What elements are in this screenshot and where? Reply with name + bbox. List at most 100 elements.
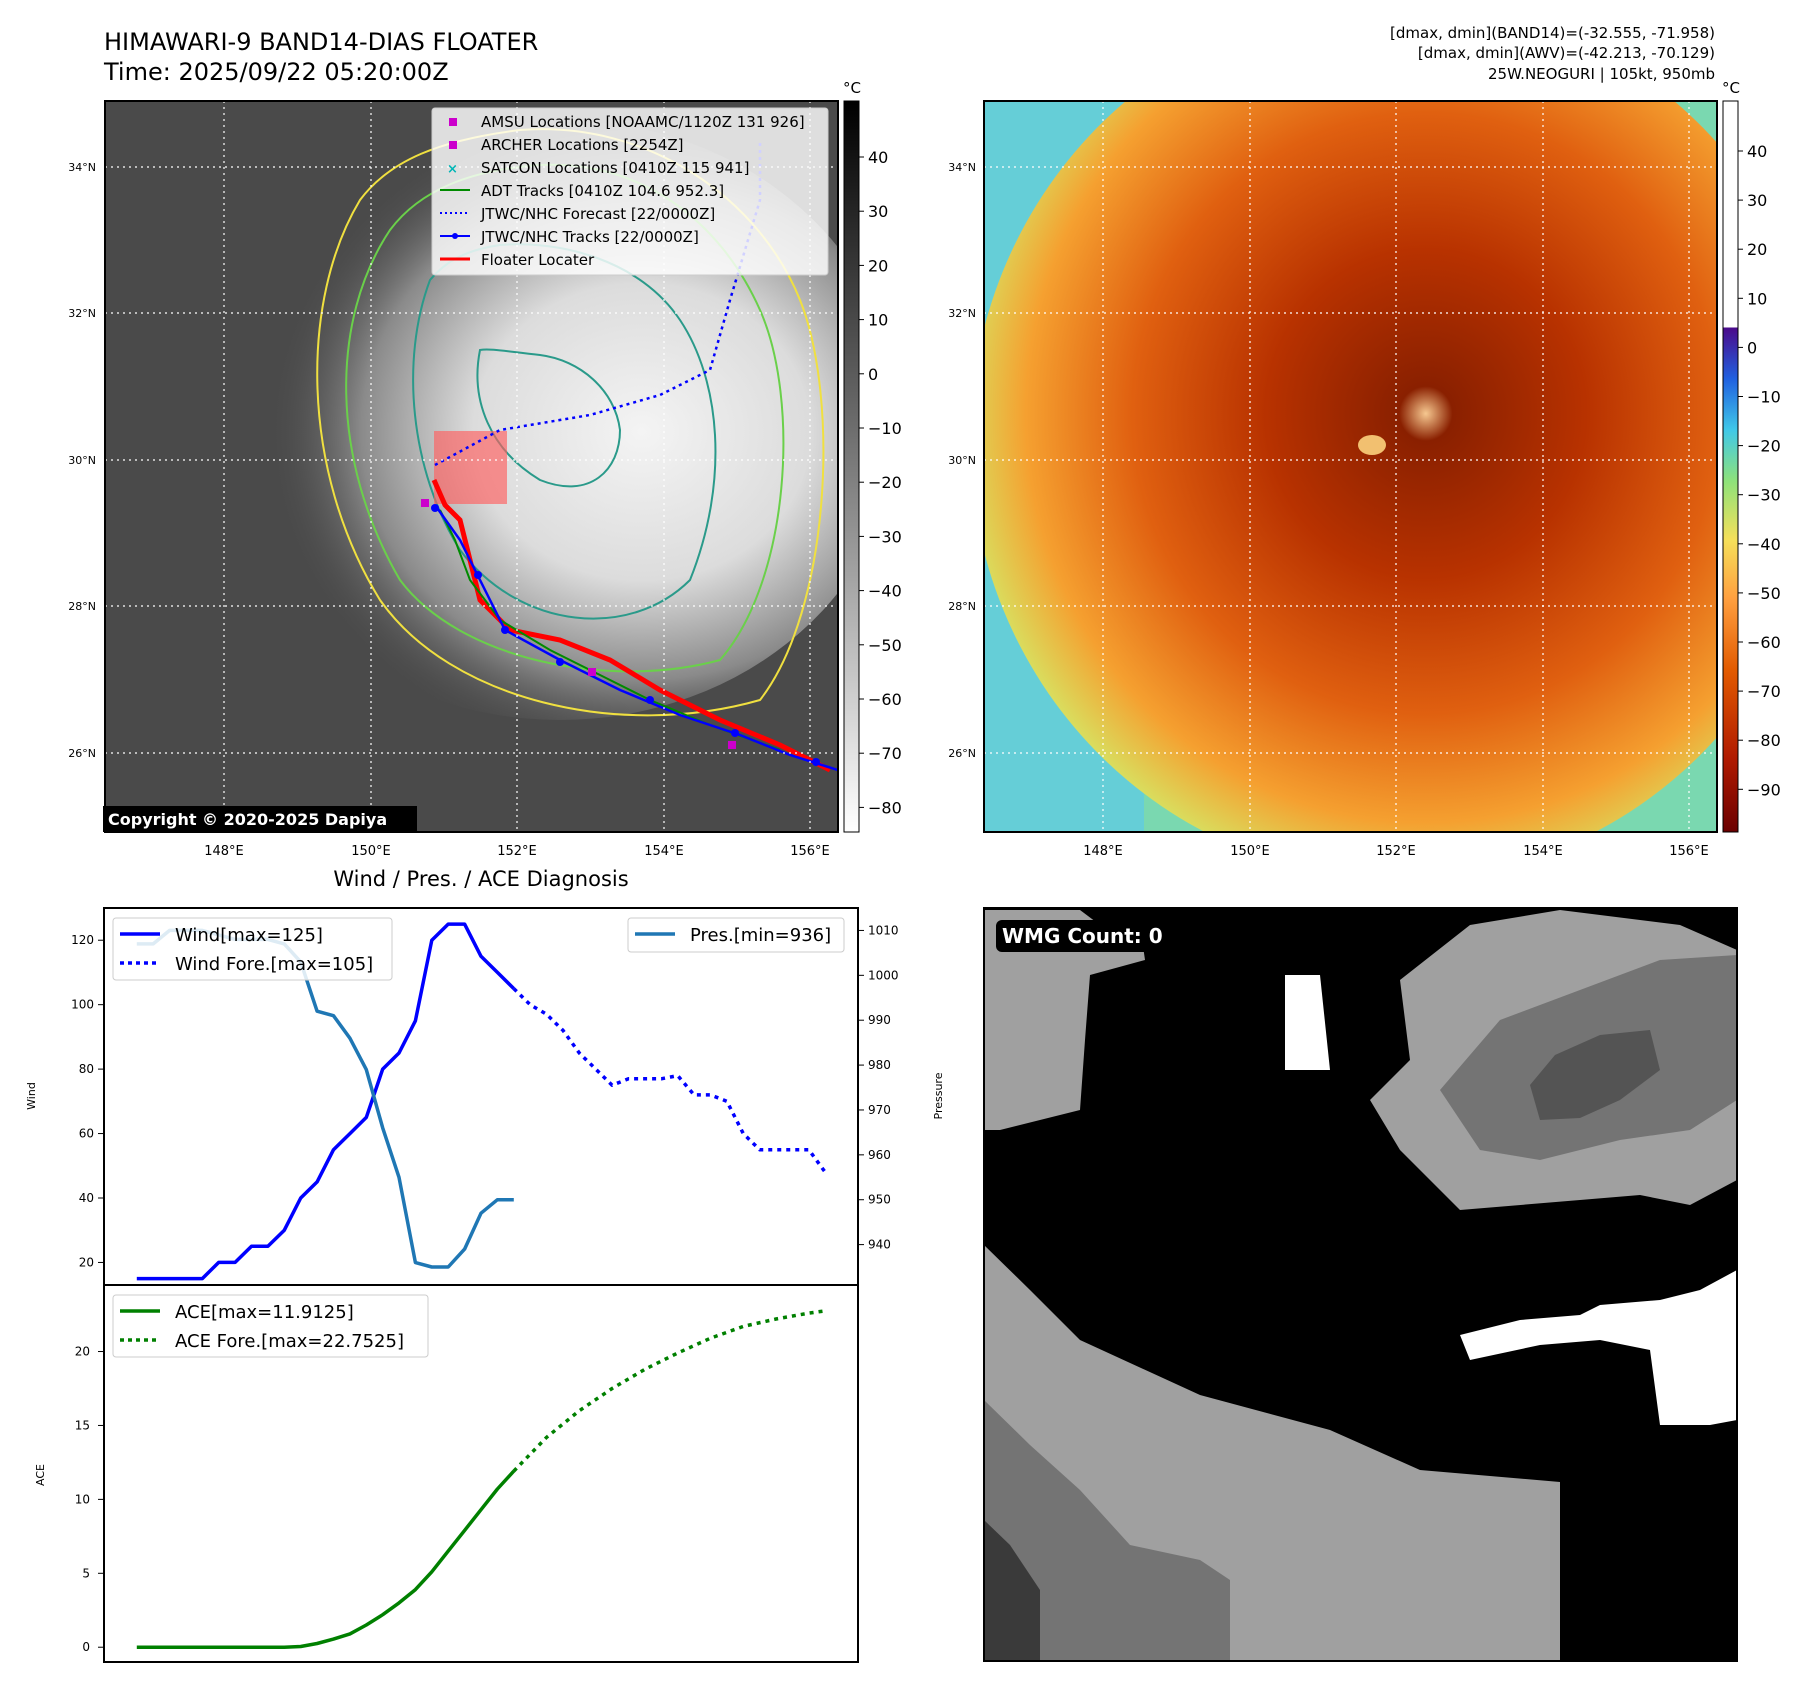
colorbar-tick-label: −20 (868, 473, 902, 492)
lat-label: 34°N (948, 161, 976, 174)
floater-box (434, 431, 507, 504)
colorbar-tick-label: −50 (868, 636, 902, 655)
wind-ytick-label: 60 (79, 1127, 94, 1141)
ir-frame (104, 100, 839, 833)
figure-title: HIMAWARI-9 BAND14-DIAS FLOATER (104, 28, 538, 56)
wmg-count-label: WMG Count: 0 (1002, 924, 1163, 948)
legend-amsu: AMSU Locations [NOAAMC/1120Z 131 926] (481, 113, 805, 131)
colorbar-tick-label: 0 (868, 365, 878, 384)
wmg-panel: WMG Count: 0 (983, 907, 1738, 1662)
lat-label: 28°N (948, 600, 976, 613)
lon-label: 152°E (1376, 844, 1416, 859)
pressure-ytick-label: 1000 (868, 968, 899, 982)
wv-colorbar-gradient (1722, 100, 1739, 833)
track-point (431, 504, 439, 512)
lon-label: 148°E (204, 844, 244, 859)
wv-eye (1358, 435, 1386, 455)
copyright-text: Copyright © 2020-2025 Dapiya (108, 810, 387, 829)
wind-ylabel: Wind (25, 1082, 38, 1110)
ace-ylabel: ACE (34, 1464, 47, 1486)
colorbar-tick-label: 20 (1747, 240, 1767, 259)
track-point (812, 758, 820, 766)
wind-ytick-label: 120 (71, 933, 94, 947)
wv-frame (983, 100, 1718, 833)
colorbar-tick-label: 10 (868, 311, 888, 330)
wmg-region-darkest (984, 1520, 1040, 1661)
lon-label: 148°E (1083, 844, 1123, 859)
colorbar-tick-label: −90 (1747, 780, 1781, 799)
ace-legend: ACE[max=11.9125] ACE Fore.[max=22.7525] (112, 1294, 429, 1358)
legend-satcon: SATCON Locations [0410Z 115 941] (481, 159, 749, 177)
figure-time: Time: 2025/09/22 05:20:00Z (103, 58, 449, 86)
colorbar-tick-label: 40 (1747, 142, 1767, 161)
pressure-ytick-label: 950 (868, 1193, 891, 1207)
track-point (556, 658, 564, 666)
track-point (646, 696, 654, 704)
legend-tracks-dot (452, 233, 458, 239)
colorbar-tick-label: −30 (868, 527, 902, 546)
amsu-marker (588, 668, 596, 676)
colorbar-tick-label: 20 (868, 256, 888, 275)
wind-series-line (136, 922, 516, 1281)
legend-pres: Pres.[min=936] (690, 925, 831, 946)
lat-label: 34°N (68, 161, 96, 174)
ace-forecast-line (512, 1309, 826, 1473)
pres-legend-box (627, 917, 845, 953)
pressure-ytick-label: 990 (868, 1013, 891, 1027)
colorbar-tick-label: 30 (868, 202, 888, 221)
colorbar-tick-label: −80 (868, 798, 902, 817)
colorbar-tick-label: 0 (1747, 338, 1757, 357)
colorbar-tick-label: −40 (868, 582, 902, 601)
lat-label: 28°N (68, 600, 96, 613)
wv-colorbar-unit: °C (1722, 79, 1740, 97)
wv-storm-moisture (984, 101, 1717, 832)
amsu-marker (728, 741, 736, 749)
wv-colorbar: °C 40 30 20 10 0 −10 −20 −30 −40 −50 −60 −70 −80 −90 (1722, 79, 1781, 833)
wmg-region-mid (984, 1400, 1230, 1661)
legend-wind: Wind[max=125] (175, 925, 323, 946)
pressure-ytick-label: 1010 (868, 923, 899, 937)
wv-map-panel: 34°N 32°N 30°N 28°N 26°N 148°E 150°E 152… (948, 79, 1781, 859)
map-legend: AMSU Locations [NOAAMC/1120Z 131 926] AR… (431, 107, 829, 276)
pressure-ytick-label: 980 (868, 1058, 891, 1072)
legend-satcon-marker: × (447, 162, 458, 177)
colorbar-tick-label: −60 (868, 690, 902, 709)
legend-adt: ADT Tracks [0410Z 104.6 952.3] (481, 182, 724, 200)
lon-label: 154°E (1523, 844, 1563, 859)
ace-ytick-label: 10 (75, 1492, 90, 1506)
pressure-ytick-label: 970 (868, 1103, 891, 1117)
colorbar-tick-label: −40 (1747, 535, 1781, 554)
legend-amsu-marker (449, 118, 457, 126)
pressure-ytick-label: 960 (868, 1148, 891, 1162)
wind-legend-box (112, 917, 393, 981)
colorbar-tick-label: 30 (1747, 191, 1767, 210)
track-point (501, 626, 509, 634)
lat-label: 30°N (948, 454, 976, 467)
colorbar-tick-label: −50 (1747, 584, 1781, 603)
colorbar-tick-label: −10 (868, 419, 902, 438)
wmg-label-box (996, 920, 1172, 952)
wind-ytick-label: 40 (79, 1191, 94, 1205)
copyright-box (103, 806, 417, 832)
ace-ytick-label: 15 (75, 1418, 90, 1432)
lon-label: 154°E (644, 844, 684, 859)
wv-gridlines (984, 101, 1717, 832)
adt-track (439, 509, 781, 751)
lat-label: 32°N (948, 307, 976, 320)
wmg-frame (983, 907, 1738, 1662)
ace-chart: ACE 0 5 10 15 20 ACE[max=11.9125] ACE Fore.[… (34, 1284, 859, 1663)
legend-ace: ACE[max=11.9125] (175, 1302, 354, 1323)
wmg-region-white (1460, 1270, 1737, 1425)
legend-ace-fore: ACE Fore.[max=22.7525] (175, 1331, 404, 1352)
track-point (731, 729, 739, 737)
wmg-region-white (1285, 975, 1330, 1070)
wmg-region-light (984, 910, 1145, 1130)
legend-forecast: JTWC/NHC Forecast [22/0000Z] (480, 205, 715, 223)
wind-legend: Wind[max=125] Wind Fore.[max=105] (112, 917, 393, 981)
lat-label: 32°N (68, 307, 96, 320)
colorbar-tick-label: 10 (1747, 289, 1767, 308)
ace-series-line (136, 1469, 516, 1649)
ace-ytick-label: 20 (75, 1345, 90, 1359)
colorbar-tick-label: −10 (1747, 388, 1781, 407)
